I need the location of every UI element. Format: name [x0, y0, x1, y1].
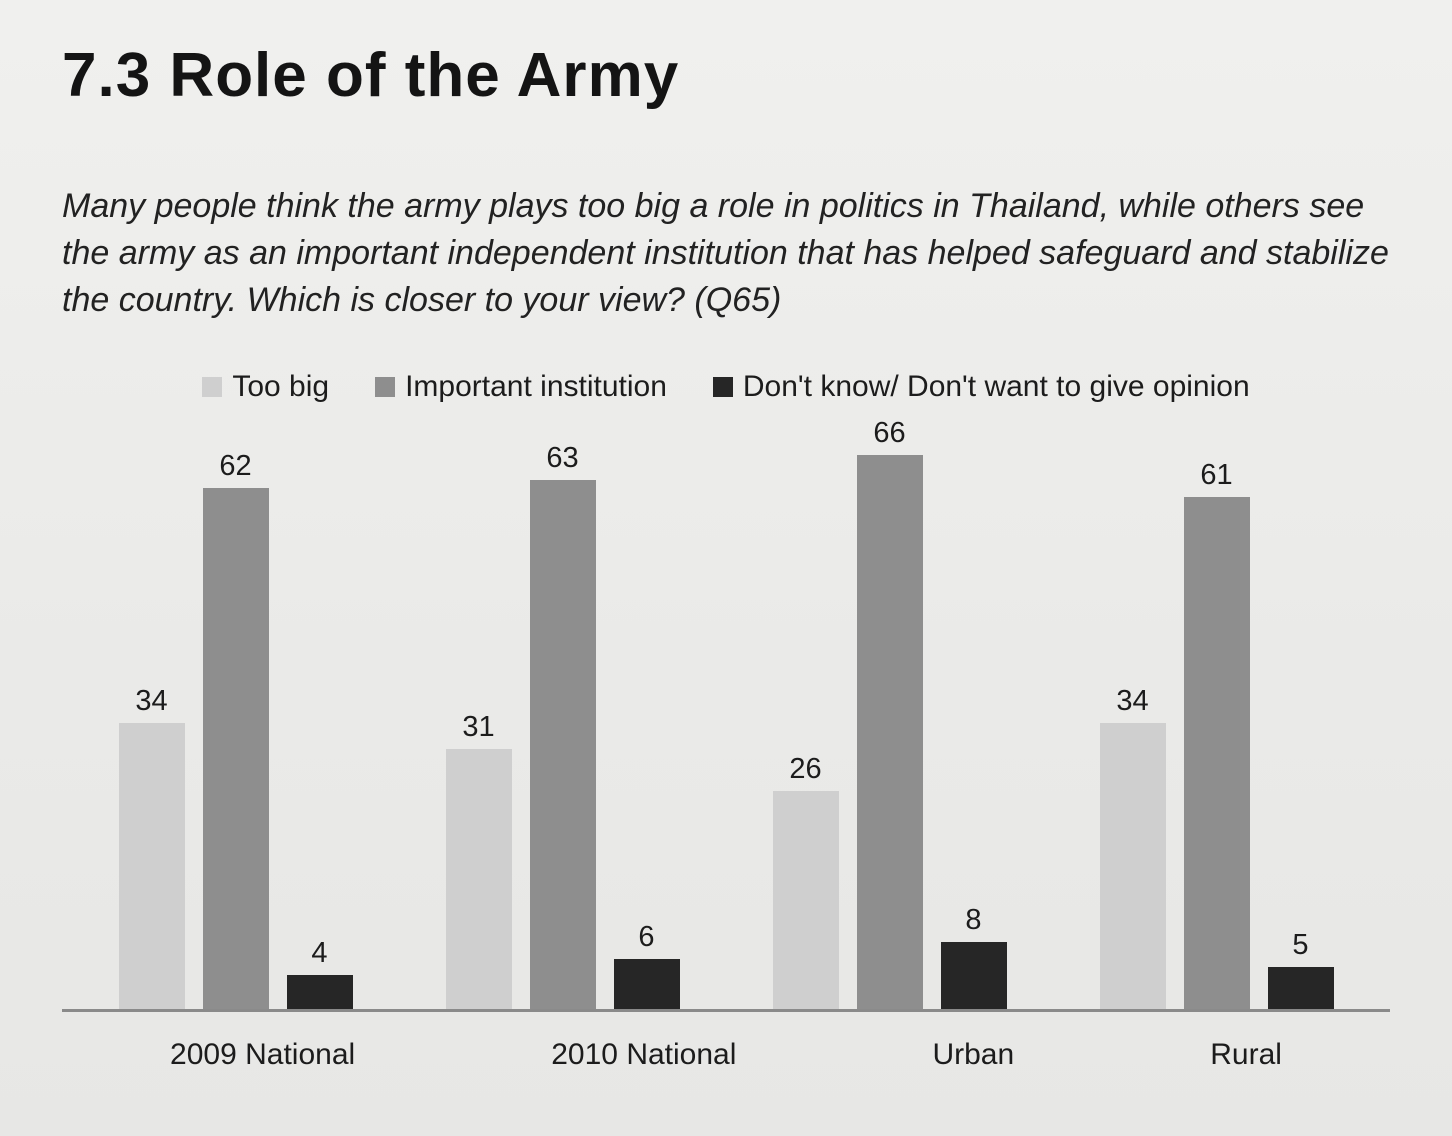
bar-value-label: 26 [789, 752, 822, 785]
bar-column: 63 [529, 441, 596, 1009]
bar-value-label: 8 [965, 903, 982, 936]
bar-column: 5 [1267, 928, 1334, 1009]
legend-item: Important institution [375, 370, 667, 404]
bar-value-label: 61 [1200, 458, 1233, 491]
legend-swatch-icon [375, 376, 396, 397]
bar [940, 941, 1007, 1009]
bar-chart: 34 62 4 31 63 6 26 66 8 34 61 5 2009 National 2010 N… [62, 412, 1390, 1072]
bar-group: 34 61 5 [1099, 458, 1334, 1009]
bar-value-label: 34 [135, 684, 168, 717]
bar [118, 722, 185, 1009]
bar-value-label: 6 [638, 920, 655, 953]
bar-column: 26 [772, 752, 839, 1009]
bar-value-label: 63 [546, 441, 579, 474]
bar-value-label: 34 [1116, 684, 1149, 717]
bar-column: 61 [1183, 458, 1250, 1009]
bar-group: 34 62 4 [118, 449, 353, 1009]
page-title: 7.3 Role of the Army [62, 41, 680, 110]
category-label: Rural [1210, 1037, 1282, 1071]
bar-column: 66 [856, 416, 923, 1009]
bar [1183, 496, 1250, 1009]
bar [1099, 722, 1166, 1009]
bar-column: 62 [202, 449, 269, 1009]
survey-question-text: Many people think the army plays too big… [62, 187, 1389, 319]
legend-swatch-icon [712, 376, 733, 397]
bar-value-label: 66 [873, 416, 906, 449]
bar-column: 6 [613, 920, 680, 1009]
legend-label: Too big [232, 369, 330, 403]
legend-item: Don't know/ Don't want to give opinion [712, 369, 1250, 404]
bar-column: 34 [118, 684, 185, 1009]
bar-value-label: 5 [1292, 928, 1309, 961]
bar-column: 34 [1099, 684, 1166, 1009]
bar [202, 487, 269, 1009]
bar-value-label: 4 [311, 936, 328, 969]
bar [613, 958, 680, 1009]
chart-legend: Too big Important institution Don't know/ … [62, 370, 1390, 404]
category-label: 2009 National [170, 1037, 356, 1071]
legend-label: Don't know/ Don't want to give opinion [742, 369, 1250, 403]
bar-column: 4 [286, 936, 353, 1009]
bar [772, 790, 839, 1009]
bar-value-label: 31 [462, 710, 495, 743]
bar [529, 479, 596, 1009]
bar-column: 31 [445, 710, 512, 1009]
bar [856, 454, 923, 1009]
bar-value-label: 62 [219, 449, 252, 482]
legend-item: Too big [202, 370, 329, 404]
legend-label: Important institution [405, 369, 667, 403]
bar [445, 748, 512, 1009]
category-axis: 2009 National 2010 National Urban Rural [62, 1038, 1390, 1072]
bar [1267, 966, 1334, 1009]
legend-swatch-icon [202, 376, 223, 397]
plot-area: 34 62 4 31 63 6 26 66 8 34 61 5 [62, 412, 1390, 1012]
bar-group: 31 63 6 [445, 441, 680, 1009]
bar [286, 974, 353, 1009]
category-label: 2010 National [551, 1037, 737, 1071]
bar-group: 26 66 8 [772, 416, 1007, 1009]
category-label: Urban [932, 1037, 1015, 1071]
bar-column: 8 [940, 903, 1007, 1009]
